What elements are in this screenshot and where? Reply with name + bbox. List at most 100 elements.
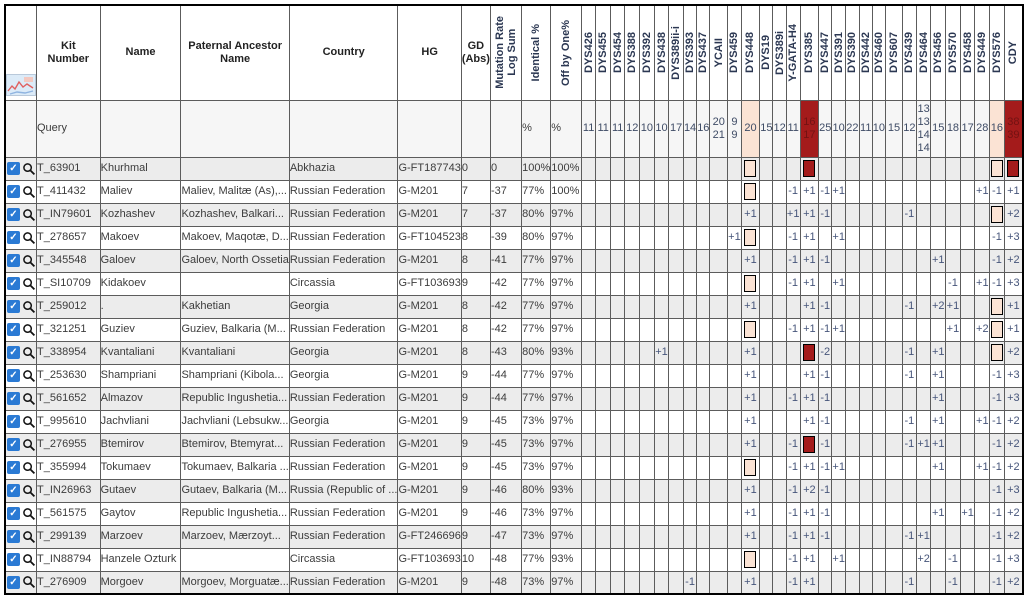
marker-cell-dys393 (682, 340, 698, 365)
marker-header-text: DYS455 (597, 32, 610, 74)
marker-cell-dys459 (727, 202, 742, 227)
row-checkbox[interactable]: ✓ (7, 392, 20, 405)
marker-header-dys455: DYS455 (595, 4, 611, 101)
marker-cell-y-gata-h4: -1 (785, 524, 801, 549)
cell-country: Russian Federation (288, 248, 399, 273)
magnifier-icon[interactable] (22, 323, 36, 337)
cell-off-by-one-pct: 97% (550, 317, 582, 342)
marker-cell-dys385: +1 (799, 386, 820, 411)
cell-off-by-one-pct: 97% (550, 386, 582, 411)
magnifier-icon[interactable] (22, 208, 36, 222)
row-checkbox[interactable]: ✓ (7, 208, 20, 221)
magnifier-icon[interactable] (22, 369, 36, 383)
marker-cell-dys447: -1 (818, 455, 833, 480)
magnifier-icon[interactable] (22, 415, 36, 429)
magnifier-icon[interactable] (22, 553, 36, 567)
marker-cell-dys447: -2 (818, 340, 833, 365)
row-checkbox[interactable]: ✓ (7, 507, 20, 520)
row-checkbox[interactable]: ✓ (7, 438, 20, 451)
row-checkbox[interactable]: ✓ (7, 530, 20, 543)
query-marker-dys576: 16 (989, 99, 1005, 158)
magnifier-icon[interactable] (22, 392, 36, 406)
marker-cell-dys576: -1 (989, 547, 1005, 572)
marker-header-dys439: DYS439 (901, 4, 917, 101)
marker-cell-dys389ii-i (668, 432, 684, 457)
marker-cell-dys392 (639, 248, 655, 273)
marker-cell-dys464 (915, 340, 932, 365)
row-checkbox[interactable]: ✓ (7, 254, 20, 267)
magnifier-icon[interactable] (22, 231, 36, 245)
marker-cell-dys19 (759, 478, 774, 503)
cell-paternal-ancestor (180, 271, 290, 296)
marker-cell-dys454 (609, 455, 626, 480)
marker-cell-cdy: +2 (1003, 524, 1024, 549)
row-checkbox[interactable]: ✓ (7, 461, 20, 474)
marker-cell-dys393 (682, 524, 698, 549)
marker-cell-dys455 (595, 340, 611, 365)
marker-cell-dys391: +1 (831, 547, 846, 572)
cell-paternal-ancestor: Jachvliani (Lebsukw... (180, 409, 290, 434)
magnifier-icon[interactable] (22, 162, 36, 176)
row-checkbox[interactable]: ✓ (7, 231, 20, 244)
marker-cell-dys390 (844, 386, 860, 411)
result-row: ✓ T_355994 Tokumaev Tokumaev, Balkaria ... R… (4, 455, 1024, 480)
query-hg (397, 99, 462, 158)
marker-cell-dys392 (639, 317, 655, 342)
marker-cell-dys19 (759, 340, 774, 365)
row-checkbox[interactable]: ✓ (7, 369, 20, 382)
marker-cell-dys454 (609, 478, 626, 503)
magnifier-icon[interactable] (22, 484, 36, 498)
row-checkbox[interactable]: ✓ (7, 484, 20, 497)
magnifier-icon[interactable] (22, 438, 36, 452)
cell-identical-pct: 80% (521, 225, 552, 250)
query-mutation-rate-log-sum (489, 99, 523, 158)
row-select-cell: ✓ (4, 478, 37, 503)
marker-cell-dys607 (885, 455, 903, 480)
magnifier-icon[interactable] (22, 254, 36, 268)
marker-cell-dys437 (696, 501, 711, 526)
row-checkbox[interactable]: ✓ (7, 277, 20, 290)
result-row: ✓ T_IN26963 Gutaev Gutaev, Balkaria (M... Ru… (4, 478, 1024, 503)
marker-cell-dys576: -1 (989, 432, 1005, 457)
result-row: ✓ T_SI10709 Kidakoev Circassia G-FT103693 9 -4… (4, 271, 1024, 296)
marker-cell-ycaii (709, 271, 729, 296)
magnifier-icon[interactable] (22, 530, 36, 544)
magnifier-icon[interactable] (22, 507, 36, 521)
row-checkbox[interactable]: ✓ (7, 575, 20, 589)
row-checkbox[interactable]: ✓ (7, 553, 20, 566)
marker-cell-dys458 (959, 409, 976, 434)
marker-cell-dys448: +1 (740, 248, 761, 273)
marker-cell-dys464 (915, 156, 932, 181)
row-checkbox[interactable]: ✓ (7, 300, 20, 313)
row-select-cell: ✓ (4, 524, 37, 549)
magnifier-icon[interactable] (22, 346, 36, 360)
magnifier-icon[interactable] (22, 461, 36, 475)
row-checkbox[interactable]: ✓ (7, 415, 20, 428)
marker-cell-dys570 (945, 363, 961, 388)
cell-country: Russian Federation (288, 501, 399, 526)
marker-cell-dys393 (682, 179, 698, 204)
row-checkbox[interactable]: ✓ (7, 323, 20, 336)
cell-name: Kidakoev (99, 271, 182, 296)
cell-kit-number: T_278657 (36, 225, 101, 250)
row-checkbox[interactable]: ✓ (7, 346, 20, 359)
marker-cell-dys390 (844, 225, 860, 250)
marker-cell-y-gata-h4: -1 (785, 179, 801, 204)
marker-cell-dys570 (945, 432, 961, 457)
marker-cell-dys449: +1 (974, 455, 991, 480)
magnifier-icon[interactable] (22, 185, 36, 199)
row-checkbox[interactable]: ✓ (7, 185, 20, 198)
row-checkbox[interactable]: ✓ (7, 162, 20, 175)
marker-cell-dys19 (759, 225, 774, 250)
marker-cell-dys442 (858, 248, 873, 273)
cell-mutation-rate-log-sum: -45 (489, 432, 523, 457)
marker-cell-dys389i (772, 455, 787, 480)
query-row: Query%% 11 11 11 12 10 10 17 14 16 20 21 9 9 20 15 12 1… (4, 99, 1024, 158)
magnifier-icon[interactable] (22, 300, 36, 314)
marker-cell-dys456: +1 (930, 248, 947, 273)
marker-header-text: DYS437 (697, 32, 710, 74)
column-header-mutation-rate-log-sum: Mutation Rate Log Sum (489, 4, 523, 101)
magnifier-icon[interactable] (22, 277, 36, 291)
magnifier-icon[interactable] (22, 575, 36, 589)
marker-cell-dys442 (858, 478, 873, 503)
